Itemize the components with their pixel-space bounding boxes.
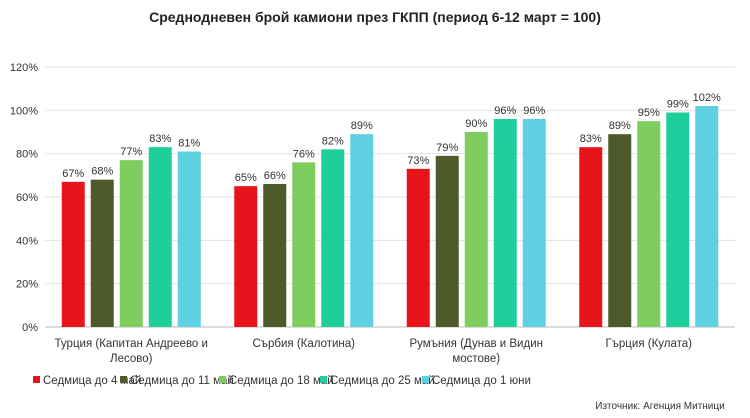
legend-label: Седмица до 1 юни xyxy=(432,375,531,387)
chart-title: Среднодневен брой камиони през ГКПП (пер… xyxy=(149,9,601,25)
bar xyxy=(666,112,690,327)
bar xyxy=(464,132,488,327)
data-label: 102% xyxy=(693,92,721,104)
data-label: 83% xyxy=(149,133,171,145)
x-tick-label: Гърция (Кулата) xyxy=(606,338,693,350)
data-label: 77% xyxy=(120,146,142,158)
data-label: 89% xyxy=(609,120,631,132)
legend-swatch xyxy=(422,376,429,383)
bar xyxy=(148,147,172,327)
bar xyxy=(90,179,114,327)
y-tick-label: 0% xyxy=(22,322,38,334)
data-label: 83% xyxy=(580,133,602,145)
legend-item: Седмица до 25 май xyxy=(320,375,435,387)
legend-swatch xyxy=(33,376,40,383)
data-label: 96% xyxy=(523,105,545,117)
bar xyxy=(177,151,201,327)
y-tick-label: 40% xyxy=(16,235,38,247)
bar xyxy=(119,160,143,327)
bar xyxy=(406,168,430,327)
legend-swatch xyxy=(219,376,226,383)
bar xyxy=(61,181,85,327)
legend-swatch xyxy=(320,376,327,383)
bar xyxy=(234,186,258,327)
legend-item: Седмица до 1 юни xyxy=(422,375,531,387)
y-tick-label: 120% xyxy=(10,62,38,74)
data-label: 89% xyxy=(351,120,373,132)
legend-item: Седмица до 11 май xyxy=(120,375,234,387)
data-label: 65% xyxy=(235,172,257,184)
data-label: 82% xyxy=(322,135,344,147)
bar xyxy=(263,184,287,327)
data-label: 67% xyxy=(62,168,84,180)
data-label: 81% xyxy=(178,138,200,150)
bar xyxy=(637,121,661,328)
data-label: 73% xyxy=(407,155,429,167)
legend-item: Седмица до 4 май xyxy=(33,375,141,387)
data-label: 99% xyxy=(667,99,689,111)
data-label: 76% xyxy=(293,148,315,160)
data-label: 66% xyxy=(264,170,286,182)
x-tick-label: Сърбия (Калотина) xyxy=(253,338,356,350)
bar xyxy=(579,147,603,327)
data-label: 90% xyxy=(465,118,487,130)
legend-label: Седмица до 18 май xyxy=(229,375,334,387)
data-label: 95% xyxy=(638,107,660,119)
x-tick-label: мостове) xyxy=(452,353,500,365)
legend-label: Седмица до 4 май xyxy=(43,375,141,387)
y-tick-label: 20% xyxy=(16,279,38,291)
bar xyxy=(522,119,546,327)
x-tick-label: Турция (Капитан Андреево и xyxy=(55,338,208,350)
data-label: 79% xyxy=(436,142,458,154)
legend-swatch xyxy=(120,376,127,383)
y-tick-label: 60% xyxy=(16,192,38,204)
y-tick-label: 80% xyxy=(16,149,38,161)
data-label: 68% xyxy=(91,166,113,178)
data-label: 96% xyxy=(494,105,516,117)
bar xyxy=(292,162,316,327)
bar xyxy=(493,119,517,327)
bar xyxy=(321,149,345,327)
source-note: Източник: Агенция Митници xyxy=(595,401,724,412)
bar xyxy=(435,155,459,327)
y-tick-label: 100% xyxy=(10,105,38,117)
bar xyxy=(350,134,374,327)
legend-label: Седмица до 11 май xyxy=(130,375,234,387)
legend-label: Седмица до 25 май xyxy=(330,375,435,387)
x-tick-label: Румъния (Дунав и Видин xyxy=(410,338,543,350)
bar xyxy=(695,106,719,327)
legend-item: Седмица до 18 май xyxy=(219,375,334,387)
x-tick-label: Лесово) xyxy=(110,353,153,365)
bar xyxy=(608,134,632,327)
